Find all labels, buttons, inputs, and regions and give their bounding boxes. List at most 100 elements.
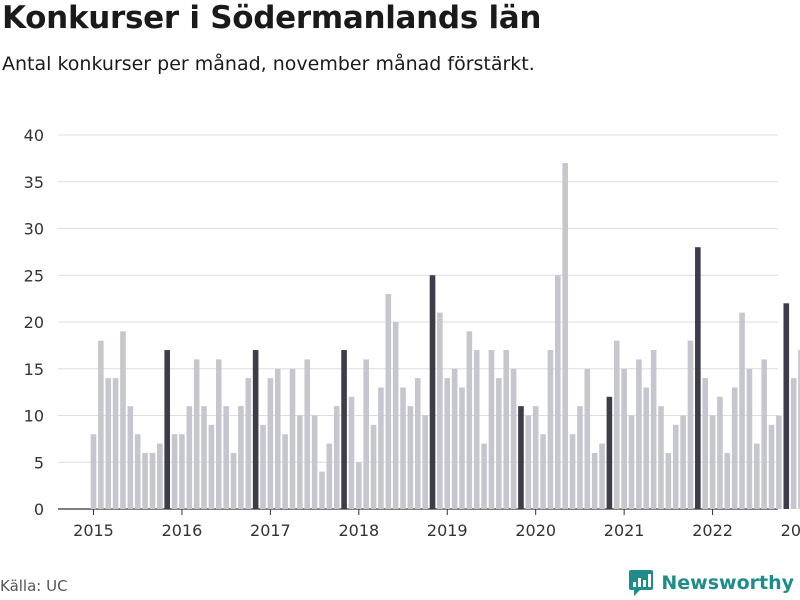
bar	[429, 275, 436, 509]
x-tick-label: 2021	[604, 521, 645, 540]
bar	[304, 359, 311, 509]
bar	[392, 322, 399, 509]
bar	[238, 406, 244, 509]
bar	[768, 424, 775, 509]
bar	[186, 406, 193, 509]
bar	[761, 359, 767, 509]
bar	[481, 443, 487, 509]
y-tick-label: 10	[24, 407, 44, 426]
bar	[496, 378, 502, 509]
bar	[672, 424, 679, 509]
bar	[378, 387, 384, 509]
bar	[282, 434, 288, 509]
bar	[665, 452, 672, 509]
bar	[532, 406, 539, 509]
bar	[584, 368, 591, 509]
bar	[790, 378, 797, 509]
x-tick-label: 2020	[515, 521, 556, 540]
bar	[414, 378, 421, 509]
bar	[326, 443, 333, 509]
bar	[267, 378, 274, 509]
bar	[466, 331, 473, 509]
bar	[451, 368, 458, 509]
bar	[547, 350, 554, 509]
bar	[473, 350, 480, 509]
bar	[459, 387, 465, 509]
brand-name: Newsworthy	[661, 572, 794, 594]
y-tick-label: 15	[24, 360, 44, 379]
bar	[142, 452, 148, 509]
bar	[709, 415, 716, 509]
x-tick-label: 2019	[427, 521, 468, 540]
x-tick-label: 2015	[73, 521, 114, 540]
x-tick-label: 2022	[692, 521, 733, 540]
bar	[621, 368, 627, 509]
bar	[636, 359, 642, 509]
bar	[223, 406, 229, 509]
bar	[98, 340, 104, 509]
bar	[724, 452, 731, 509]
newsworthy-logo-icon	[629, 570, 654, 596]
bar	[687, 340, 694, 509]
bar	[215, 359, 222, 509]
x-tick-label: 2017	[250, 521, 291, 540]
bar	[230, 452, 237, 509]
bar	[606, 396, 613, 509]
bar	[112, 378, 119, 509]
bar	[599, 443, 605, 509]
bar	[400, 387, 406, 509]
source-note: Källa: UC	[0, 577, 68, 595]
bar	[134, 434, 141, 509]
bar	[555, 275, 561, 509]
bar	[319, 471, 325, 509]
bar	[105, 378, 112, 509]
bar	[613, 340, 620, 509]
x-tick-label: 2016	[162, 521, 203, 540]
bar	[731, 387, 738, 509]
bar	[245, 378, 252, 509]
bar	[252, 350, 259, 509]
bar	[702, 378, 709, 509]
x-tick-label: 2023	[781, 521, 800, 540]
bar	[407, 406, 414, 509]
bar	[488, 350, 495, 509]
bar	[798, 350, 800, 509]
bar	[444, 378, 451, 509]
bar	[754, 443, 760, 509]
bar	[783, 303, 790, 509]
bar	[193, 359, 200, 509]
y-tick-label: 20	[24, 313, 44, 332]
bar	[260, 424, 266, 509]
bar	[518, 406, 524, 509]
bar	[179, 434, 185, 509]
bar	[157, 443, 163, 509]
bar	[503, 350, 510, 509]
bar	[422, 415, 428, 509]
bar	[739, 312, 745, 509]
y-tick-label: 30	[24, 220, 44, 239]
bar	[650, 350, 657, 509]
bar	[120, 331, 126, 509]
bar	[297, 415, 303, 509]
chart-title: Konkurser i Södermanlands län	[2, 0, 542, 36]
bar	[562, 163, 568, 510]
bar	[348, 396, 355, 509]
bar	[643, 387, 650, 509]
bar	[363, 359, 369, 509]
bar	[208, 424, 215, 509]
bar	[569, 434, 576, 509]
bar	[746, 368, 753, 509]
bar	[437, 312, 443, 509]
y-tick-label: 5	[34, 453, 44, 472]
bar	[525, 415, 532, 509]
bar	[680, 415, 686, 509]
bar	[717, 396, 723, 509]
bar	[385, 293, 392, 509]
bar	[776, 415, 782, 509]
bar	[149, 452, 156, 509]
y-tick-label: 35	[24, 173, 44, 192]
bar	[591, 452, 598, 509]
chart-subtitle: Antal konkurser per månad, november måna…	[2, 53, 535, 75]
bar	[540, 434, 546, 509]
